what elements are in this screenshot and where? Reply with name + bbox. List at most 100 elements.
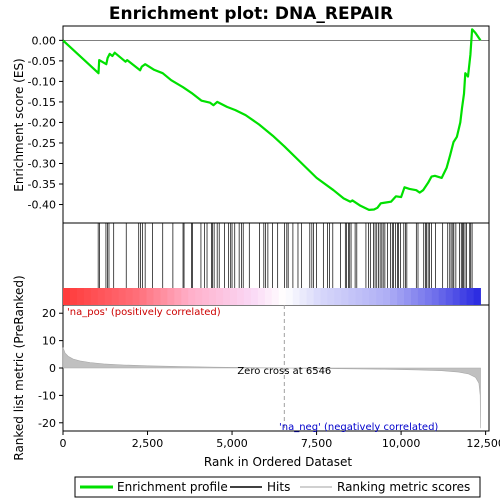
rank-bar-segment: [202, 288, 210, 305]
rank-bar-segment: [410, 288, 419, 305]
rank-bar-segment: [236, 288, 245, 305]
rank-bar-segment: [76, 288, 85, 305]
rank-bar-segment: [216, 288, 224, 305]
metric-y-tick-label: 0: [49, 362, 56, 375]
rank-bar-segment: [285, 288, 294, 305]
es-y-tick-label: -0.05: [28, 55, 56, 68]
es-y-tick-label: -0.30: [28, 157, 56, 170]
rank-bar-segment: [160, 288, 168, 305]
metric-y-axis-label: Ranked list metric (PreRanked): [12, 275, 26, 460]
rank-bar-segment: [69, 288, 78, 305]
rank-bar-segment: [306, 288, 314, 305]
rank-bar-segment: [445, 288, 454, 305]
rank-bar-segment: [320, 288, 328, 305]
rank-bar-segment: [125, 288, 133, 305]
x-tick-label: 10,000: [382, 437, 421, 450]
rank-bar-segment: [271, 288, 280, 305]
legend-metric-label: Ranking metric scores: [337, 480, 470, 494]
rank-bar-segment: [417, 288, 426, 305]
x-tick-label: 7,500: [301, 437, 333, 450]
rank-bar-segment: [397, 288, 405, 305]
rank-bar-segment: [167, 288, 175, 305]
rank-bar-segment: [299, 288, 307, 305]
rank-bar-segment: [257, 288, 266, 305]
rank-bar-segment: [118, 288, 127, 305]
x-tick-label: 12,500: [466, 437, 500, 450]
legend-box: [74, 476, 481, 498]
rank-bar-segment: [341, 288, 349, 305]
rank-bar-segment: [181, 288, 189, 305]
es-y-tick-label: 0.00: [32, 34, 57, 47]
rank-bar-segment: [438, 288, 447, 305]
rank-bar-segment: [473, 288, 481, 305]
metric-y-tick-label: 10: [42, 335, 56, 348]
es-layer: [62, 28, 489, 211]
neg-correlated-label: 'na_neg' (negatively correlated): [279, 422, 438, 433]
rank-bar-segment: [424, 288, 433, 305]
es-y-tick-label: -0.10: [28, 75, 56, 88]
es-y-axis-label: Enrichment score (ES): [12, 58, 26, 191]
rank-bar-segment: [188, 288, 196, 305]
rank-bar-segment: [376, 288, 384, 305]
rank-bar-segment: [139, 288, 147, 305]
rank-bar-segment: [132, 288, 140, 305]
rank-bar-segment: [348, 288, 356, 305]
es-y-tick-label: -0.20: [28, 116, 56, 129]
rank-bar-segment: [403, 288, 412, 305]
metric-area: [62, 347, 481, 429]
rank-bar-segment: [369, 288, 377, 305]
rank-bar-segment: [250, 288, 259, 305]
rank-bar-segment: [313, 288, 321, 305]
rank-bar-segment: [390, 288, 398, 305]
x-tick-label: 5,000: [216, 437, 248, 450]
rank-bar-segment: [195, 288, 203, 305]
rank-bar-segment: [111, 288, 120, 305]
zero-cross-label: Zero cross at 6546: [237, 366, 331, 377]
rank-bar-segment: [243, 288, 252, 305]
axes-layer: 0.00 -0.05 -0.10 -0.15 -0.20 -0.25 -0.30 -0.35 -…: [28, 34, 500, 450]
x-tick-label: 2,500: [132, 437, 164, 450]
rank-bar-segment: [466, 288, 474, 305]
rank-bar-segment: [146, 288, 154, 305]
metric-y-tick-label: 20: [42, 307, 56, 320]
rank-bar-segment: [223, 288, 231, 305]
rank-bar-segment: [97, 288, 106, 305]
rank-bar-segment: [264, 288, 273, 305]
rank-bar-segment: [153, 288, 161, 305]
rank-bar-segment: [104, 288, 113, 305]
pos-correlated-label: 'na_pos' (positively correlated): [67, 307, 221, 318]
rank-bar-segment: [90, 288, 99, 305]
rank-bar-segment: [459, 288, 468, 305]
rank-bar-segment: [383, 288, 391, 305]
rank-bar-segment: [334, 288, 342, 305]
es-y-tick-label: -0.40: [28, 199, 56, 212]
rank-bar-segment: [278, 288, 287, 305]
metric-y-tick-label: -10: [38, 389, 56, 402]
rank-bar-segment: [230, 288, 238, 305]
rank-bar-segment: [292, 288, 301, 305]
es-y-tick-label: -0.35: [28, 178, 56, 191]
rank-bar-segment: [362, 288, 370, 305]
es-y-tick-label: -0.15: [28, 96, 56, 109]
metric-y-tick-label: -20: [38, 417, 56, 430]
legend-hits-label: Hits: [267, 480, 290, 494]
rank-bar-segment: [452, 288, 461, 305]
x-axis-label: Rank in Ordered Dataset: [204, 455, 352, 469]
es-profile-line: [62, 28, 482, 211]
rank-bar-segment: [174, 288, 182, 305]
rank-bar-segment: [431, 288, 440, 305]
legend-es-label: Enrichment profile: [117, 480, 228, 494]
rank-color-bar: [63, 288, 481, 305]
x-tick-label: 0: [60, 437, 67, 450]
metric-layer: [62, 305, 481, 431]
rank-bar-segment: [355, 288, 363, 305]
rank-bar-segment: [327, 288, 335, 305]
es-panel-frame: [62, 25, 490, 224]
rank-bar-segment: [63, 288, 71, 305]
rank-bar-segment: [83, 288, 92, 305]
es-y-tick-label: -0.25: [28, 137, 56, 150]
rank-bar-segment: [209, 288, 217, 305]
chart-title: Enrichment plot: DNA_REPAIR: [109, 4, 393, 24]
